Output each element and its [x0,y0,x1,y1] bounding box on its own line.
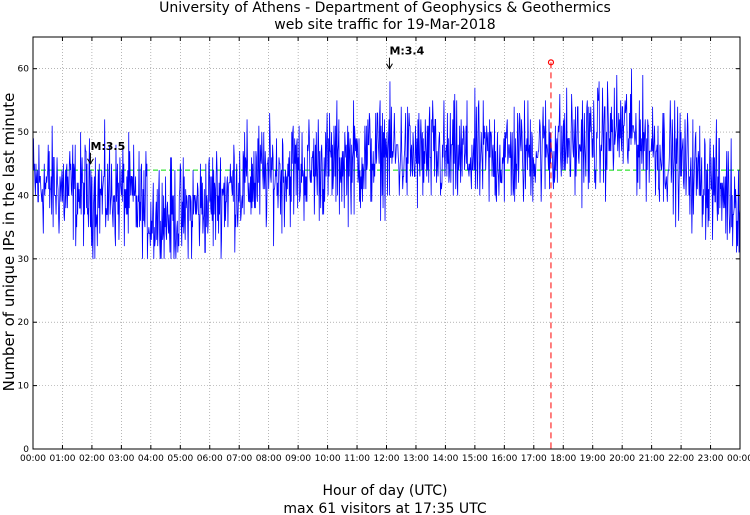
x-tick-label: 19:00 [580,454,606,464]
x-tick-label: 00:00 [20,454,46,464]
x-tick-label: 16:00 [491,454,517,464]
x-tick-label: 10:00 [315,454,341,464]
x-tick-label: 01:00 [49,454,75,464]
x-tick-label: 00:00 [727,454,750,464]
y-tick-label: 10 [18,382,30,392]
x-tick-label: 05:00 [167,454,193,464]
x-tick-label: 12:00 [374,454,400,464]
annotation-label: M:3.4 [389,45,424,58]
x-tick-label: 09:00 [285,454,311,464]
y-axis-ticks: 0 10 20 30 40 50 60 [18,65,740,455]
x-tick-label: 18:00 [550,454,576,464]
annotations: M:3.5 M:3.4 [87,45,425,165]
x-tick-label: 04:00 [138,454,164,464]
annotation-arrow-head [386,63,393,70]
plot-frame [32,36,741,450]
y-tick-label: 40 [18,191,30,201]
x-tick-label: 14:00 [432,454,458,464]
max-marker-point [547,59,555,66]
x-tick-label: 06:00 [197,454,223,464]
gridlines [33,37,740,449]
y-tick-label: 0 [23,445,29,455]
x-tick-label: 08:00 [256,454,282,464]
chart-footer: max 61 visitors at 17:35 UTC [283,501,486,515]
chart-subtitle: web site traffic for 19-Mar-2018 [274,17,495,33]
series-line-traffic [32,68,741,259]
y-tick-label: 30 [18,255,30,265]
x-tick-label: 15:00 [462,454,488,464]
x-tick-label: 22:00 [668,454,694,464]
x-tick-label: 23:00 [698,454,724,464]
x-tick-label: 20:00 [609,454,635,464]
x-tick-label: 03:00 [108,454,134,464]
x-tick-label: 17:00 [521,454,547,464]
y-axis-label: Number of unique IPs in the last minute [0,93,18,392]
y-tick-label: 60 [18,65,30,75]
x-tick-label: 13:00 [403,454,429,464]
y-tick-label: 20 [18,318,30,328]
chart-title: University of Athens - Department of Geo… [159,0,611,16]
x-tick-label: 21:00 [639,454,665,464]
y-tick-label: 50 [18,128,30,138]
annotation-label: M:3.5 [90,140,125,153]
x-tick-label: 11:00 [344,454,370,464]
x-tick-label: 07:00 [226,454,252,464]
x-axis-ticks: 00:00 01:00 02:00 03:00 04:00 05:00 06:00 07:00… [20,37,750,464]
x-tick-label: 02:00 [79,454,105,464]
x-axis-label: Hour of day (UTC) [323,483,448,499]
annotation-arrow-head [87,158,94,165]
